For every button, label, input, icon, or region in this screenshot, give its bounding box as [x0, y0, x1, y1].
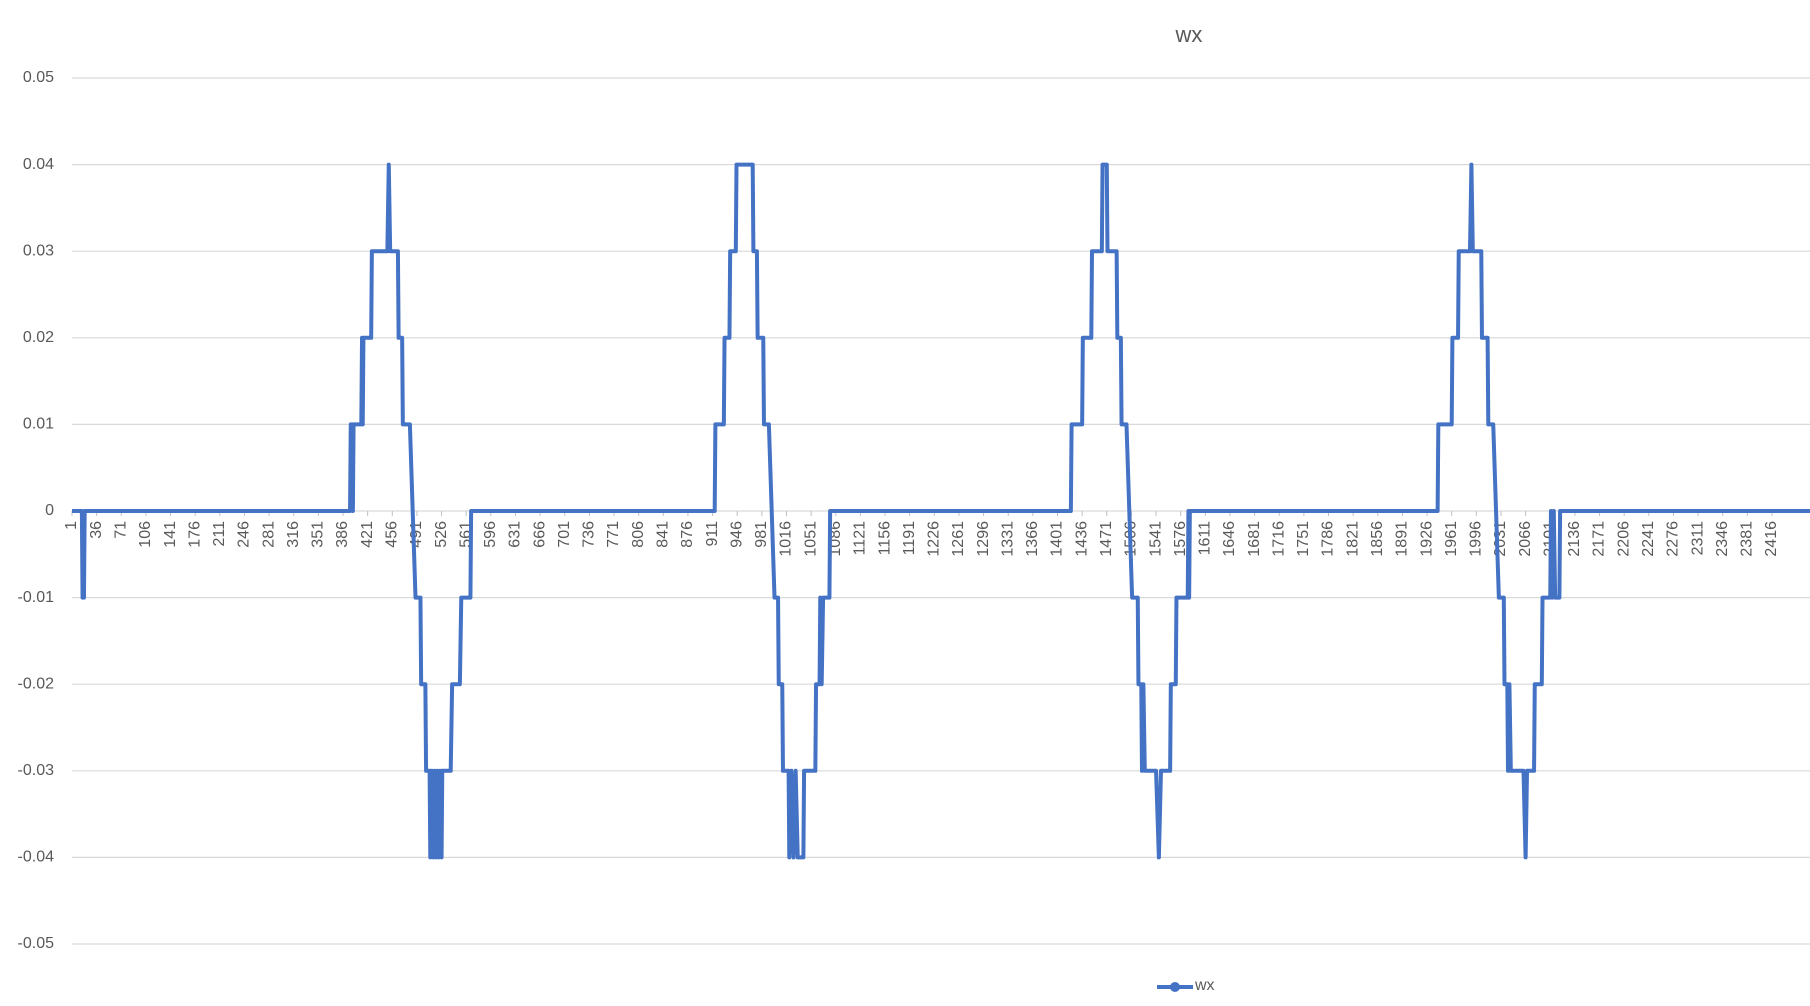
x-tick-label: 2206 [1615, 521, 1632, 557]
x-tick-label: 106 [137, 521, 154, 548]
y-tick-label: -0.01 [18, 589, 55, 606]
x-tick-label: 1436 [1073, 521, 1090, 557]
x-tick-label: 1541 [1147, 521, 1164, 557]
x-tick-label: 351 [310, 521, 327, 548]
y-tick-label: -0.04 [18, 849, 55, 866]
x-tick-label: 2241 [1640, 521, 1657, 557]
x-tick-label: 1366 [1024, 521, 1041, 557]
x-tick-label: 456 [384, 521, 401, 548]
y-tick-label: 0.01 [23, 416, 54, 433]
y-tick-label: -0.02 [18, 675, 55, 692]
x-tick-label: 2171 [1591, 521, 1608, 557]
x-tick-label: 1961 [1443, 521, 1460, 557]
x-tick-label: 736 [581, 521, 598, 548]
x-tick-label: 1786 [1320, 521, 1337, 557]
x-tick-label: 211 [211, 521, 228, 547]
x-tick-label: 1576 [1172, 521, 1189, 557]
x-tick-label: 1016 [778, 521, 795, 557]
y-tick-label: 0.05 [23, 69, 54, 86]
x-tick-label: 1996 [1468, 521, 1485, 557]
y-tick-label: 0.03 [23, 242, 54, 259]
x-tick-label: 1856 [1369, 521, 1386, 557]
y-tick-label: 0.02 [23, 329, 54, 346]
x-tick-label: 1681 [1246, 521, 1263, 557]
x-tick-label: 1226 [926, 521, 943, 557]
x-tick-label: 71 [112, 521, 129, 539]
chart-title: wx [1175, 22, 1203, 47]
x-tick-label: 1716 [1270, 521, 1287, 557]
x-tick-label: 1191 [901, 521, 918, 556]
x-tick-label: 1926 [1418, 521, 1435, 557]
x-tick-label: 1051 [802, 521, 819, 557]
x-tick-label: 841 [655, 521, 672, 548]
x-tick-label: 596 [482, 521, 499, 548]
x-tick-label: 2311 [1689, 521, 1706, 556]
x-tick-label: 316 [285, 521, 302, 548]
x-tick-label: 2066 [1517, 521, 1534, 557]
x-tick-label: 386 [334, 521, 351, 548]
x-tick-label: 1471 [1098, 521, 1115, 557]
x-tick-label: 2346 [1714, 521, 1731, 557]
x-tick-label: 1821 [1344, 521, 1361, 557]
x-tick-label: 981 [753, 521, 770, 548]
x-tick-label: 526 [433, 521, 450, 548]
x-tick-label: 806 [630, 521, 647, 548]
x-tick-label: 1121 [852, 521, 869, 556]
x-tick-label: 36 [88, 521, 105, 539]
x-tick-label: 176 [186, 521, 203, 548]
y-tick-label: -0.05 [18, 935, 55, 952]
x-tick-label: 491 [408, 521, 425, 548]
x-tick-label: 771 [605, 521, 622, 548]
x-tick-label: 2136 [1566, 521, 1583, 557]
x-tick-label: 876 [679, 521, 696, 548]
x-tick-label: 1891 [1394, 521, 1411, 557]
legend-label: wx [1194, 977, 1215, 994]
x-tick-label: 1751 [1295, 521, 1312, 557]
x-tick-label: 911 [704, 521, 721, 547]
x-tick-label: 2276 [1665, 521, 1682, 557]
x-tick-label: 141 [162, 521, 179, 548]
x-tick-label: 1261 [950, 521, 967, 557]
x-tick-label: 281 [260, 521, 277, 548]
x-tick-label: 1296 [975, 521, 992, 557]
x-tick-label: 1156 [876, 521, 893, 556]
x-tick-label: 631 [507, 521, 524, 548]
x-tick-label: 2416 [1763, 521, 1780, 557]
x-tick-label: 1611 [1197, 521, 1214, 556]
x-tick-label: 666 [531, 521, 548, 548]
x-tick-label: 246 [236, 521, 253, 548]
x-tick-label: 1646 [1221, 521, 1238, 557]
legend-marker [1170, 982, 1180, 992]
x-tick-label: 701 [556, 521, 573, 548]
x-tick-label: 1401 [1049, 521, 1066, 557]
x-tick-label: 421 [359, 521, 376, 548]
y-tick-label: -0.03 [18, 762, 55, 779]
y-tick-label: 0.04 [23, 156, 54, 173]
x-tick-label: 2381 [1739, 521, 1756, 557]
data-line [72, 162, 1810, 860]
y-tick-label: 0 [45, 502, 54, 519]
x-tick-label: 946 [728, 521, 745, 548]
x-tick-label: 1 [63, 521, 80, 530]
x-tick-label: 1331 [999, 521, 1016, 557]
